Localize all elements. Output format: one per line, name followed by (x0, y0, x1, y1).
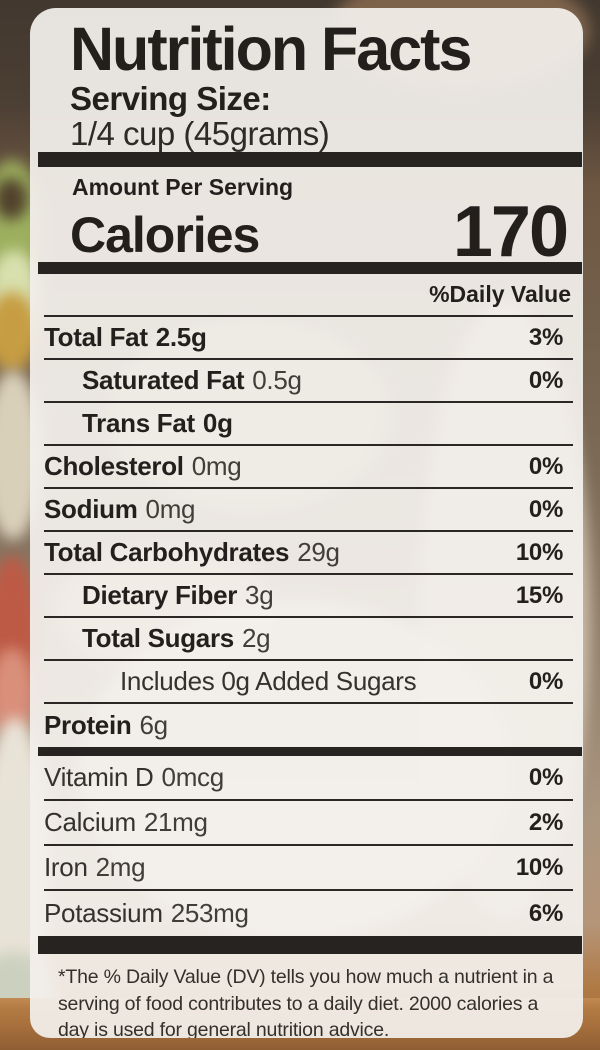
nutrient-name: Includes 0g Added Sugars (120, 666, 417, 696)
nutrient-percent: 10% (515, 853, 563, 881)
nutrient-name: Total Fat (44, 322, 148, 352)
nutrient-percent: 2% (528, 808, 563, 836)
serving-size-value: 1/4 cup (45grams) (70, 115, 330, 152)
photo-dark-bit (0, 178, 28, 220)
nutrient-amount: 0g (202, 408, 233, 438)
nutrient-amount: 2mg (95, 852, 146, 882)
nutrient-percent: 6% (528, 899, 563, 927)
nutrient-row-total-fat: Total Fat 2.5g 3% (44, 317, 573, 360)
nutrient-row-trans-fat: Trans Fat 0g (44, 403, 573, 446)
serving-size-label: Serving Size: (70, 80, 271, 117)
nutrient-name: Trans Fat (82, 408, 195, 438)
nutrient-name: Potassium (44, 898, 163, 928)
daily-value-footnote: *The % Daily Value (DV) tells you how mu… (58, 966, 554, 1038)
nutrient-name: Vitamin D (44, 762, 154, 792)
nutrient-row-total-carbohydrates: Total Carbohydrates 29g 10% (44, 532, 573, 575)
nutrient-amount: 2.5g (155, 322, 207, 352)
nutrient-percent: 0% (528, 667, 563, 695)
nutrient-amount: 29g (297, 537, 340, 567)
nutrient-amount: 2g (241, 623, 271, 653)
nutrient-percent: 15% (515, 581, 563, 609)
nutrient-amount: 21mg (143, 807, 208, 837)
nutrient-name: Saturated Fat (82, 365, 245, 395)
amount-per-serving-label: Amount Per Serving (72, 174, 294, 200)
divider-thick-protein (38, 747, 582, 756)
nutrient-row-total-sugars: Total Sugars 2g (44, 618, 573, 661)
nutrient-name: Iron (44, 852, 88, 882)
nutrient-row-saturated-fat: Saturated Fat 0.5g 0% (44, 360, 573, 403)
nutrient-percent: 10% (515, 538, 563, 566)
nutrient-amount: 0mcg (161, 762, 225, 792)
calories-label: Calories (70, 207, 260, 263)
nutrient-name: Total Carbohydrates (44, 537, 290, 567)
nutrient-row-vitamin-d: Vitamin D 0mcg 0% (44, 756, 573, 801)
nutrient-name: Total Sugars (82, 623, 234, 653)
nutrient-row-sodium: Sodium 0mg 0% (44, 489, 573, 532)
label-title: Nutrition Facts (70, 15, 472, 83)
nutrient-row-protein: Protein 6g (44, 704, 573, 747)
divider-thick-bottom (38, 936, 582, 954)
nutrient-row-calcium: Calcium 21mg 2% (44, 801, 573, 846)
nutrient-name: Calcium (44, 807, 136, 837)
nutrient-name: Dietary Fiber (82, 580, 238, 610)
nutrient-name: Sodium (44, 494, 138, 524)
nutrient-amount: 0mg (191, 451, 242, 481)
nutrient-percent: 0% (528, 495, 563, 523)
nutrient-percent: 0% (528, 452, 563, 480)
nutrient-row-iron: Iron 2mg 10% (44, 846, 573, 891)
divider-thick-top (38, 152, 582, 167)
nutrient-row-dietary-fiber: Dietary Fiber 3g 15% (44, 575, 573, 618)
nutrient-percent: 3% (528, 323, 563, 351)
divider-thick-calories (38, 262, 582, 274)
nutrient-percent: 0% (528, 366, 563, 394)
calories-row: Calories 170 (70, 192, 569, 272)
nutrient-amount: 0mg (145, 494, 196, 524)
nutrition-facts-label: Nutrition Facts Serving Size: 1/4 cup (4… (30, 8, 583, 1038)
nutrient-amount: 253mg (170, 898, 249, 928)
nutrient-amount: 0.5g (252, 365, 302, 395)
nutrient-row-cholesterol: Cholesterol 0mg 0% (44, 446, 573, 489)
nutrient-percent: 0% (528, 763, 563, 791)
calories-value: 170 (452, 192, 569, 272)
nutrient-amount: 6g (139, 710, 168, 740)
nutrient-rows: Total Fat 2.5g 3% Saturated Fat 0.5g 0% Trans … (38, 315, 582, 954)
nutrient-name: Cholesterol (44, 451, 184, 481)
nutrient-row-potassium: Potassium 253mg 6% (44, 891, 573, 936)
daily-value-header: %Daily Value (429, 281, 571, 307)
nutrient-name: Protein (44, 710, 132, 740)
nutrient-amount: 3g (245, 580, 274, 610)
nutrient-row-includes-0g-added-sugars: Includes 0g Added Sugars 0% (44, 661, 573, 704)
